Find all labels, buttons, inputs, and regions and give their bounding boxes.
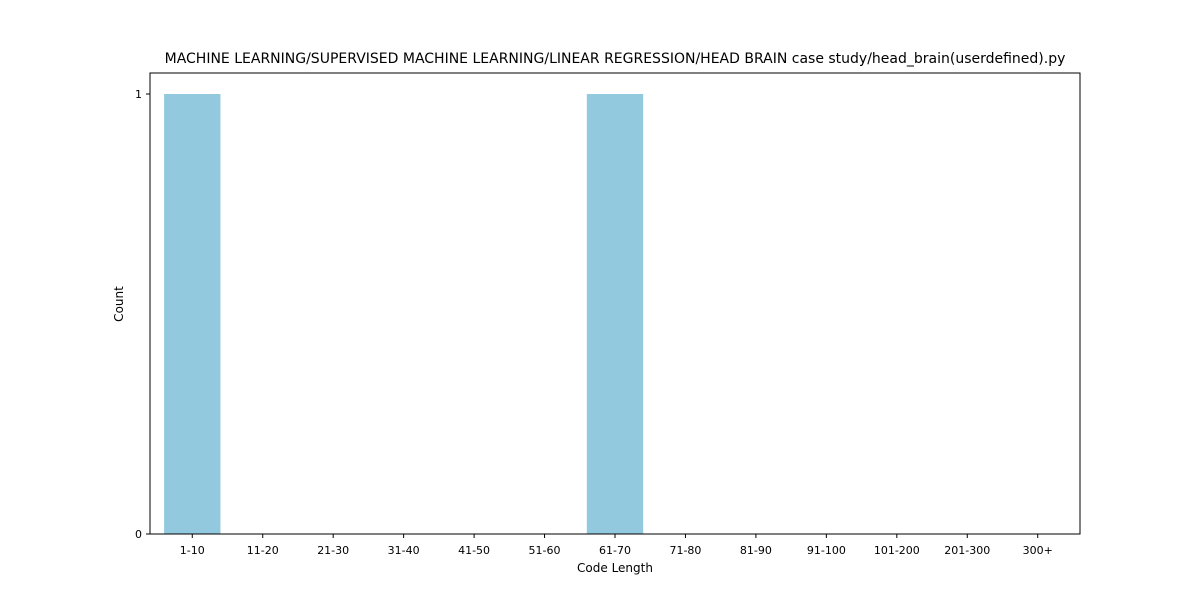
- chart-title: MACHINE LEARNING/SUPERVISED MACHINE LEAR…: [165, 51, 1066, 67]
- x-tick-label: 101-200: [874, 544, 920, 557]
- x-tick-label: 91-100: [807, 544, 846, 557]
- x-tick-label: 300+: [1023, 544, 1053, 557]
- x-tick-label: 61-70: [599, 544, 631, 557]
- x-axis-label: Code Length: [577, 561, 653, 575]
- y-axis-label: Count: [112, 286, 126, 322]
- bar-1-10: [164, 94, 221, 534]
- x-tick-label: 51-60: [529, 544, 561, 557]
- x-tick-label: 71-80: [669, 544, 701, 557]
- x-tick-label: 11-20: [247, 544, 279, 557]
- y-tick-label: 1: [135, 88, 142, 101]
- y-tick-label: 0: [135, 528, 142, 541]
- x-tick-label: 81-90: [740, 544, 772, 557]
- bar-61-70: [586, 94, 644, 534]
- x-tick-label: 31-40: [388, 544, 420, 557]
- y-axis-ticks: 01: [135, 88, 150, 541]
- x-tick-label: 41-50: [458, 544, 490, 557]
- x-tick-label: 201-300: [944, 544, 990, 557]
- bars-group: [164, 94, 644, 534]
- x-axis-ticks: 1-10 11-20 21-30 31-40 41-50 51-60 61-70 71-80 8…: [180, 534, 1053, 557]
- x-tick-label: 1-10: [180, 544, 205, 557]
- x-tick-label: 21-30: [317, 544, 349, 557]
